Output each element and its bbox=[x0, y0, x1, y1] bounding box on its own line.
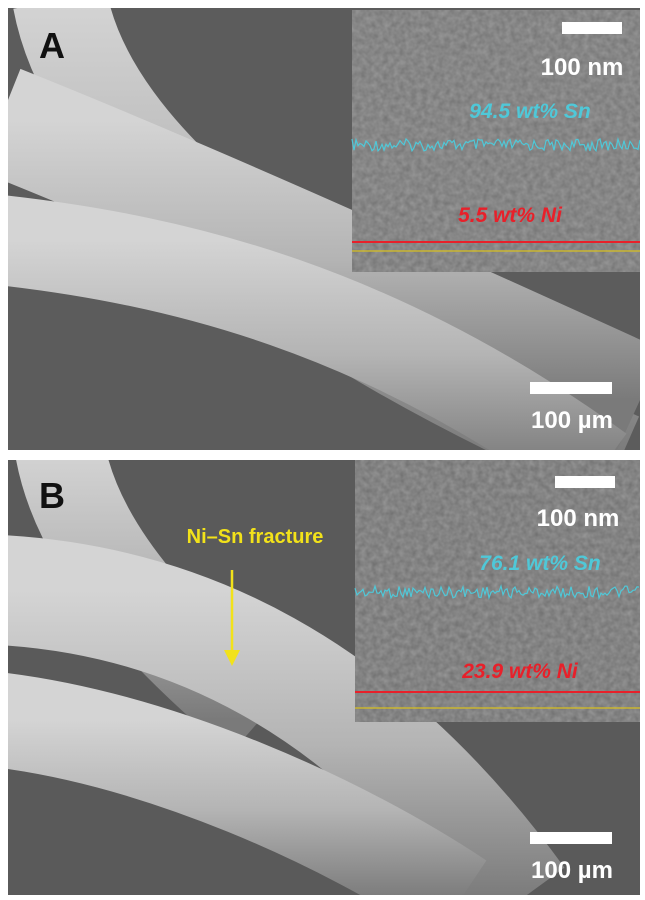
scale-bar-label: 100 µm bbox=[531, 407, 613, 434]
ni-label: 23.9 wt% Ni bbox=[461, 660, 579, 683]
sn-label: 94.5 wt% Sn bbox=[469, 100, 590, 123]
panel-label: A bbox=[39, 25, 65, 66]
ni-label: 5.5 wt% Ni bbox=[458, 204, 563, 227]
sn-label: 76.1 wt% Sn bbox=[479, 552, 600, 575]
scale-bar-label: 100 µm bbox=[531, 857, 613, 884]
inset-b: 100 nm 76.1 wt% Sn 23.9 wt% Ni bbox=[355, 460, 640, 722]
annotation: Ni–Sn fracture bbox=[187, 526, 324, 548]
page: 100 nm 94.5 wt% Sn 5.5 wt% Ni 100 µm A 1… bbox=[0, 0, 645, 900]
scale-bar bbox=[530, 382, 612, 394]
panel-b: 100 nm 76.1 wt% Sn 23.9 wt% Ni Ni–Sn fra… bbox=[0, 450, 640, 900]
scale-bar-label: 100 nm bbox=[537, 505, 620, 532]
scale-bar bbox=[562, 22, 622, 34]
scale-bar bbox=[555, 476, 615, 488]
inset-a: 100 nm 94.5 wt% Sn 5.5 wt% Ni bbox=[352, 10, 640, 272]
panel-label: B bbox=[39, 475, 65, 516]
scale-bar bbox=[530, 832, 612, 844]
scale-bar-label: 100 nm bbox=[541, 54, 624, 81]
figure: 100 nm 94.5 wt% Sn 5.5 wt% Ni 100 µm A 1… bbox=[0, 0, 645, 900]
panel-a: 100 nm 94.5 wt% Sn 5.5 wt% Ni 100 µm A bbox=[0, 0, 640, 470]
